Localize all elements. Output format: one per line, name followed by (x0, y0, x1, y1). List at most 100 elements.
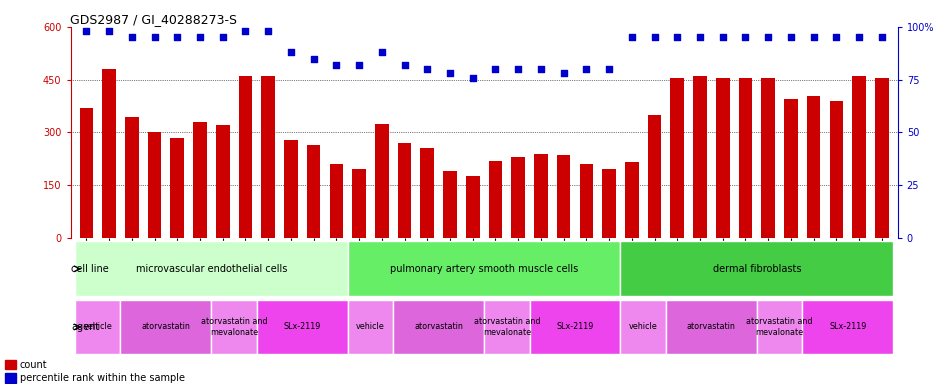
Bar (102, 69, 116, 238)
Bar (75, 241, 348, 296)
Bar (398, 143, 412, 238)
Text: vehicle: vehicle (629, 323, 658, 331)
Bar (489, 161, 502, 238)
Bar (5, 360, 16, 369)
Bar (257, 300, 348, 354)
Text: percentile rank within the sample: percentile rank within the sample (20, 373, 185, 383)
Bar (125, 117, 139, 238)
Point (443, 70, 458, 76)
Point (306, 55, 321, 61)
Bar (853, 76, 866, 238)
Point (260, 28, 275, 34)
Bar (620, 241, 893, 296)
Text: agent: agent (70, 322, 100, 332)
Bar (693, 76, 707, 238)
Bar (284, 139, 298, 238)
Text: SLx-2119: SLx-2119 (556, 323, 594, 331)
Point (238, 28, 253, 34)
Text: atorvastatin and
mevalonate: atorvastatin and mevalonate (474, 317, 540, 337)
Point (669, 34, 684, 40)
Text: atorvastatin and
mevalonate: atorvastatin and mevalonate (746, 317, 813, 337)
Bar (648, 115, 662, 238)
Point (397, 62, 412, 68)
Point (465, 74, 480, 81)
Bar (5, 373, 16, 382)
Point (193, 34, 208, 40)
Point (284, 49, 299, 55)
Bar (194, 122, 207, 238)
Bar (529, 300, 620, 354)
Text: atorvastatin: atorvastatin (687, 323, 736, 331)
Bar (580, 164, 593, 238)
Point (170, 34, 185, 40)
Point (79, 28, 94, 34)
Bar (484, 300, 529, 354)
Bar (875, 78, 888, 238)
Bar (261, 76, 275, 238)
Point (374, 49, 389, 55)
Point (874, 34, 889, 40)
Text: vehicle: vehicle (84, 323, 112, 331)
Bar (739, 78, 752, 238)
Point (715, 34, 730, 40)
Bar (670, 78, 684, 238)
Point (124, 34, 139, 40)
Point (783, 34, 798, 40)
Bar (666, 300, 757, 354)
Point (807, 34, 822, 40)
Text: atorvastatin: atorvastatin (142, 323, 191, 331)
Text: vehicle: vehicle (356, 323, 384, 331)
Point (602, 66, 617, 72)
Bar (466, 177, 479, 238)
Text: microvascular endothelial cells: microvascular endothelial cells (135, 264, 287, 274)
Point (647, 34, 662, 40)
Bar (393, 300, 484, 354)
Bar (784, 99, 798, 238)
Bar (534, 154, 548, 238)
Point (579, 66, 594, 72)
Bar (348, 300, 393, 354)
Point (352, 62, 367, 68)
Bar (170, 138, 184, 238)
Bar (716, 78, 729, 238)
Point (215, 34, 230, 40)
Text: GDS2987 / GI_40288273-S: GDS2987 / GI_40288273-S (70, 13, 238, 26)
Text: count: count (20, 360, 47, 370)
Bar (556, 156, 571, 238)
Point (738, 34, 753, 40)
Bar (306, 145, 321, 238)
Bar (757, 300, 802, 354)
Point (533, 66, 548, 72)
Point (852, 34, 867, 40)
Text: pulmonary artery smooth muscle cells: pulmonary artery smooth muscle cells (390, 264, 578, 274)
Bar (216, 126, 229, 238)
Bar (80, 108, 93, 238)
Point (693, 34, 708, 40)
Point (760, 34, 776, 40)
Bar (75, 300, 120, 354)
Bar (120, 300, 212, 354)
Point (147, 34, 162, 40)
Bar (603, 169, 616, 238)
Text: SLx-2119: SLx-2119 (284, 323, 321, 331)
Text: atorvastatin and
mevalonate: atorvastatin and mevalonate (201, 317, 267, 337)
Point (488, 66, 503, 72)
Bar (239, 76, 252, 238)
Bar (212, 300, 257, 354)
Bar (807, 96, 821, 238)
Text: SLx-2119: SLx-2119 (829, 323, 867, 331)
Text: cell line: cell line (70, 264, 109, 274)
Bar (511, 157, 525, 238)
Bar (375, 124, 388, 238)
Bar (443, 171, 457, 238)
Bar (829, 101, 843, 238)
Point (510, 66, 525, 72)
Bar (348, 241, 620, 296)
Point (829, 34, 844, 40)
Bar (620, 300, 666, 354)
Bar (625, 162, 638, 238)
Point (624, 34, 639, 40)
Text: atorvastatin: atorvastatin (415, 323, 463, 331)
Bar (148, 132, 162, 238)
Bar (802, 300, 893, 354)
